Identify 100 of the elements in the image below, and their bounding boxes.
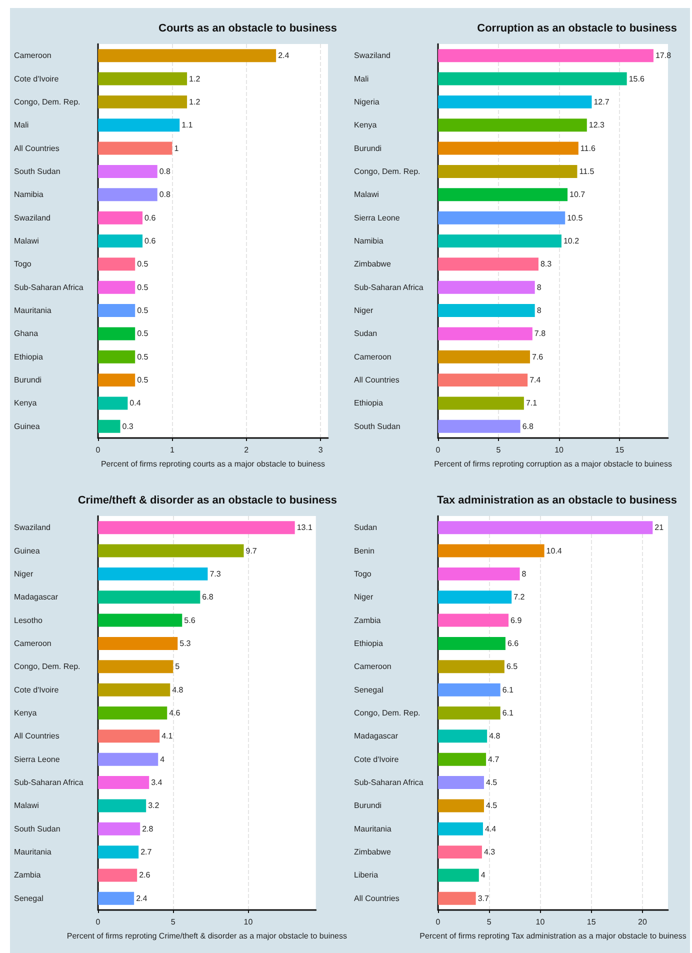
data-label: 6.8: [202, 592, 214, 602]
y-tick-label: All Countries: [14, 144, 60, 153]
y-tick-label: South Sudan: [354, 422, 400, 431]
data-label: 0.5: [137, 352, 149, 362]
data-label: 7.3: [210, 569, 222, 578]
data-label: 6.5: [506, 662, 518, 672]
y-tick-label: Senegal: [354, 685, 384, 694]
data-label: 3.7: [478, 894, 490, 903]
data-label: 0.5: [137, 260, 149, 269]
y-tick-label: Mauritania: [354, 824, 392, 834]
y-tick-label: Niger: [14, 569, 34, 578]
bar: [438, 234, 562, 248]
bar: [438, 544, 544, 558]
chart-title: Corruption as an obstacle to business: [477, 22, 678, 34]
bar: [438, 822, 483, 836]
y-tick-label: Zimbabwe: [354, 848, 392, 857]
y-tick-label: Sierra Leone: [354, 213, 400, 222]
data-label: 0.5: [137, 376, 149, 385]
data-label: 4.5: [486, 778, 498, 788]
bar: [438, 799, 484, 812]
data-label: 4.1: [162, 732, 174, 741]
y-tick-label: Sub-Saharan Africa: [14, 282, 84, 292]
data-label: 0.6: [144, 213, 156, 222]
y-tick-label: Cameroon: [14, 638, 52, 648]
data-label: 2.8: [142, 824, 154, 834]
data-label: 4.8: [489, 732, 501, 741]
y-tick-label: Cote d'Ivoire: [14, 74, 60, 84]
bar: [438, 164, 578, 178]
y-tick-label: Madagascar: [14, 592, 58, 602]
bar: [98, 396, 128, 410]
bar: [438, 868, 479, 882]
data-label: 13.1: [296, 523, 313, 532]
bar: [438, 846, 482, 859]
bar: [98, 188, 158, 202]
bar: [98, 730, 160, 743]
data-label: 6.9: [510, 616, 522, 625]
data-label: 6.8: [522, 422, 534, 431]
data-label: 3.2: [148, 801, 160, 810]
x-tick-label: 0: [436, 446, 441, 454]
bar: [438, 95, 592, 108]
y-tick-label: Burundi: [354, 801, 382, 810]
data-label: 8.3: [540, 260, 552, 269]
y-tick-label: Sudan: [354, 329, 378, 338]
data-label: 4: [480, 870, 486, 880]
y-tick-label: Zimbabwe: [354, 260, 392, 269]
bar: [438, 350, 530, 364]
y-tick-label: Guinea: [14, 422, 40, 431]
y-tick-label: Malawi: [14, 236, 40, 246]
y-tick-label: Sudan: [354, 523, 378, 532]
bar: [438, 567, 520, 580]
bar: [98, 211, 143, 224]
bar: [98, 142, 172, 155]
bar: [438, 730, 488, 743]
bar: [98, 280, 136, 294]
data-label: 0.5: [137, 329, 149, 338]
data-label: 7.8: [534, 329, 546, 338]
data-label: 0.4: [130, 398, 142, 408]
y-tick-label: Cote d'Ivoire: [354, 754, 400, 764]
bar: [438, 188, 568, 202]
y-tick-label: Lesotho: [14, 616, 44, 625]
y-tick-label: Niger: [354, 306, 374, 316]
x-tick-label: 3: [318, 446, 324, 454]
y-tick-label: Malawi: [354, 190, 380, 200]
y-tick-label: Mali: [354, 74, 369, 84]
data-label: 12.7: [594, 97, 610, 106]
x-tick-label: 10: [554, 446, 564, 454]
y-tick-label: Mauritania: [14, 306, 52, 316]
data-label: 21: [654, 523, 664, 532]
data-label: 5.6: [184, 616, 196, 625]
bar: [98, 636, 178, 650]
data-label: 2.7: [140, 848, 152, 857]
bar: [98, 521, 295, 534]
y-tick-label: Sub-Saharan Africa: [354, 778, 424, 788]
bar: [438, 636, 506, 650]
y-tick-label: Ethiopia: [14, 352, 44, 362]
chart-title: Courts as an obstacle to business: [158, 22, 338, 34]
y-tick-label: South Sudan: [14, 824, 60, 834]
bar: [98, 846, 139, 859]
data-label: 7.2: [514, 592, 526, 602]
data-label: 10.7: [570, 190, 586, 200]
data-label: 7.1: [526, 398, 538, 408]
bar: [98, 683, 170, 696]
y-tick-label: Kenya: [14, 708, 38, 718]
bar: [438, 396, 524, 410]
bar: [98, 660, 174, 674]
data-label: 3.4: [151, 778, 163, 788]
data-label: 2.4: [278, 51, 290, 60]
bar: [98, 304, 136, 318]
x-tick-label: 0: [96, 918, 101, 926]
bar: [438, 142, 578, 155]
data-label: 6.1: [502, 685, 514, 694]
data-label: 15.6: [628, 74, 645, 84]
data-label: 2.6: [139, 870, 151, 880]
data-label: 0.5: [137, 282, 149, 292]
bar: [438, 420, 520, 433]
data-label: 0.3: [122, 422, 134, 431]
bar: [98, 892, 134, 905]
bar: [438, 776, 484, 790]
bar: [98, 258, 136, 271]
y-tick-label: All Countries: [354, 894, 400, 903]
